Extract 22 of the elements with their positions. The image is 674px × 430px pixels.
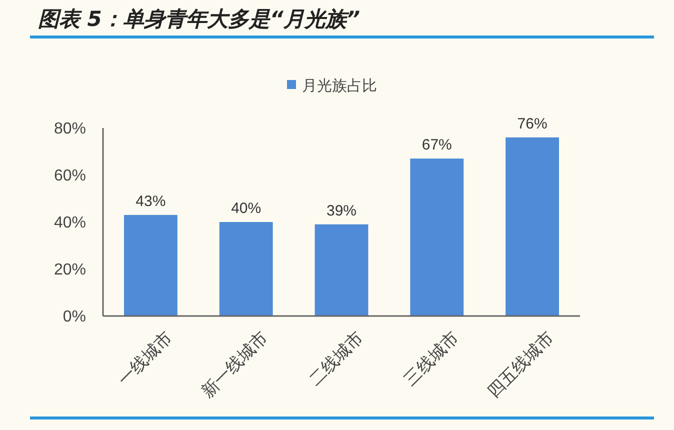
bar <box>314 224 368 316</box>
bar <box>506 137 560 316</box>
x-tick-label: 二线城市 <box>305 328 367 390</box>
data-label: 43% <box>136 192 166 210</box>
y-tick-label: 60% <box>54 168 86 185</box>
data-label: 40% <box>231 200 262 217</box>
x-tick-label: 一线城市 <box>114 328 176 390</box>
y-tick-label: 20% <box>54 262 86 279</box>
y-tick-label: 80% <box>54 120 86 138</box>
bar <box>124 214 178 316</box>
bar <box>410 158 464 316</box>
legend-label: 月光族占比 <box>302 77 377 94</box>
data-label: 39% <box>326 202 357 220</box>
bar <box>219 222 273 316</box>
y-tick-label: 40% <box>54 214 86 232</box>
y-tick-label: 0% <box>62 308 86 326</box>
data-label: 76% <box>517 115 548 132</box>
chart-title: 图表 5：单身青年大多是“月光族” <box>38 7 360 31</box>
x-tick-label: 新一线城市 <box>198 328 272 402</box>
x-tick-label: 四五线城市 <box>484 328 558 402</box>
x-tick-label: 三线城市 <box>400 328 462 390</box>
data-label: 67% <box>422 136 452 154</box>
